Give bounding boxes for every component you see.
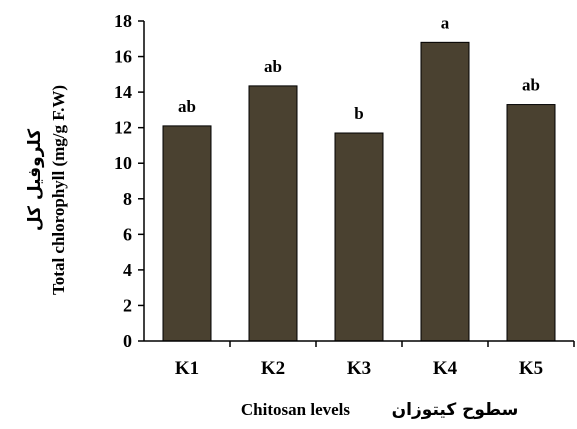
significance-label-k4: a [441,13,450,32]
x-tick-label-k3: K3 [347,358,371,379]
y-tick-label-6: 6 [123,224,132,244]
x-tick-label-k5: K5 [519,358,543,379]
y-axis-title-persian: کلروفیل کل [25,129,45,231]
bar-k2 [248,85,298,342]
plot-area: ab K1 ab K2 b K3 a K4 ab K5 0 2 4 6 8 10 12 14 16 18 [114,11,575,379]
y-tick-label-0: 0 [123,331,132,351]
significance-label-k1: ab [178,97,196,116]
y-tick-label-2: 2 [123,295,132,315]
bar-k1 [162,125,212,342]
y-tick-label-4: 4 [123,260,132,280]
y-tick-label-18: 18 [114,11,132,31]
x-axis-title: Chitosan levels [241,400,350,419]
y-tick-label-8: 8 [123,189,132,209]
x-axis-title-group: Chitosan levels سطوح کیتوزان [241,400,518,420]
y-tick-label-14: 14 [114,82,132,102]
bar-k3 [334,132,384,342]
y-axis-title: Total chlorophyll (mg/g F.W) [49,85,68,295]
x-axis-title-persian: سطوح کیتوزان [392,400,519,420]
y-tick-label-16: 16 [114,47,132,67]
significance-label-k3: b [354,104,363,123]
y-tick-label-10: 10 [114,153,132,173]
y-tick-label-12: 12 [114,118,132,138]
x-tick-label-k4: K4 [433,358,458,379]
y-axis-title-group: کلروفیل کل Total chlorophyll (mg/g F.W) [25,85,68,295]
x-tick-label-k1: K1 [175,358,199,379]
bar-k5 [506,104,556,342]
bar-k4 [420,41,470,342]
x-tick-label-k2: K2 [261,358,285,379]
significance-label-k2: ab [264,57,282,76]
significance-label-k5: ab [522,76,540,95]
